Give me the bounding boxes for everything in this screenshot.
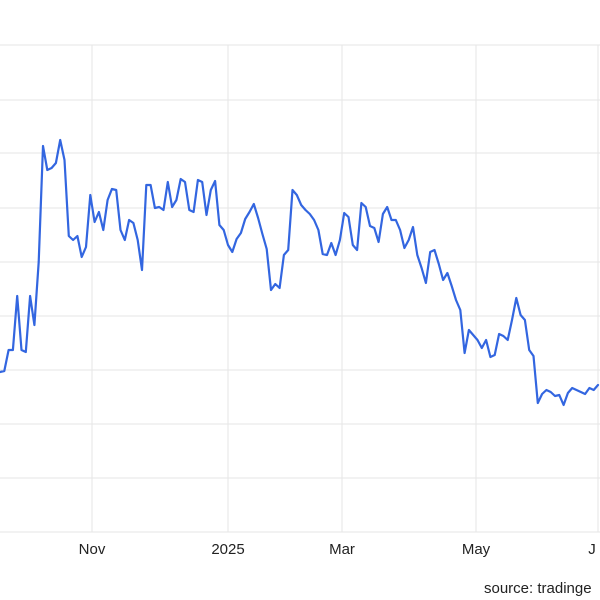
x-tick-label: Mar xyxy=(329,541,355,558)
price-series-line xyxy=(0,138,600,407)
source-label: source: tradinge xyxy=(484,580,592,597)
x-tick-label: May xyxy=(462,541,491,558)
x-tick-label: 2025 xyxy=(211,541,244,558)
x-tick-label: Nov xyxy=(79,541,106,558)
x-tick-label: J xyxy=(588,541,596,558)
x-axis-ticks: Nov 2025 Mar May J xyxy=(79,541,596,558)
chart-grid xyxy=(0,44,600,533)
